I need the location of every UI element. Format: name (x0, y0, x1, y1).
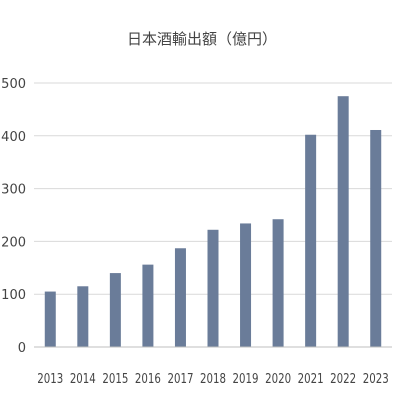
bar-2019 (240, 223, 252, 347)
y-tick-label-500: 500 (1, 77, 26, 92)
x-tick-label-2021: 2021 (298, 372, 324, 387)
bar-2023 (370, 129, 382, 347)
y-tick-label-100: 100 (1, 288, 26, 303)
bar-2014 (77, 286, 89, 347)
x-tick-label-2013: 2013 (37, 372, 63, 387)
x-tick-label-2014: 2014 (70, 372, 96, 387)
x-tick-label-2020: 2020 (265, 372, 291, 387)
bar-2016 (142, 264, 154, 347)
bar-2020 (272, 219, 284, 347)
y-axis-tick-labels: 0 100 200 300 400 500 (1, 77, 26, 356)
y-tick-label-300: 300 (1, 183, 26, 198)
x-axis-tick-labels: 2013 2014 2015 2016 2017 2018 2019 2020 2021 2022… (37, 372, 388, 387)
x-tick-label-2015: 2015 (102, 372, 128, 387)
bar-2013 (44, 291, 56, 347)
x-tick-label-2018: 2018 (200, 372, 226, 387)
x-tick-label-2023: 2023 (363, 372, 389, 387)
x-tick-label-2016: 2016 (135, 372, 161, 387)
x-tick-label-2022: 2022 (330, 372, 356, 387)
bar-2022 (337, 96, 349, 347)
y-tick-label-0: 0 (18, 341, 26, 356)
bar-2017 (174, 248, 186, 347)
bar-2018 (207, 229, 219, 347)
bar-2015 (109, 273, 121, 347)
x-tick-label-2017: 2017 (167, 372, 193, 387)
y-tick-label-200: 200 (1, 235, 26, 250)
bars (44, 96, 382, 347)
y-tick-label-400: 400 (1, 130, 26, 145)
bar-2021 (305, 134, 317, 347)
x-tick-label-2019: 2019 (233, 372, 259, 387)
gridlines (34, 82, 392, 295)
chart-title: 日本酒輸出額（億円） (127, 30, 277, 48)
